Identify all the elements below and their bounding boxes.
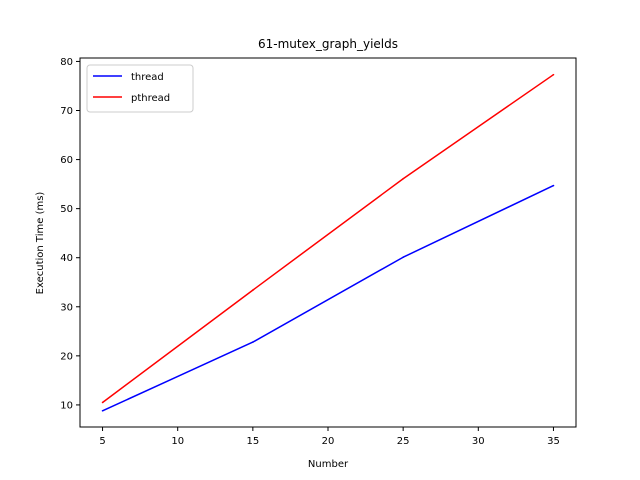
y-tick-label: 20 (60, 351, 73, 362)
x-tick-label: 30 (472, 436, 485, 447)
x-tick-label: 25 (397, 436, 410, 447)
y-tick-label: 40 (60, 253, 73, 264)
y-tick-label: 30 (60, 302, 73, 313)
data-point-pthread (101, 401, 104, 404)
data-point-pthread (252, 289, 254, 291)
data-point-thread (101, 410, 104, 412)
data-point-pthread (402, 177, 404, 180)
y-tick-label: 80 (60, 57, 73, 68)
legend: thread pthread (86, 64, 194, 113)
data-point-thread (252, 341, 254, 343)
data-point-thread (552, 184, 555, 187)
series-line-thread (102, 184, 554, 412)
data-point-pthread (552, 73, 555, 76)
x-tick-label: 20 (322, 436, 335, 447)
y-tick-label: 60 (60, 155, 73, 166)
x-tick-label: 5 (99, 436, 105, 447)
x-axis-label: Number (308, 459, 349, 470)
legend-label-pthread: pthread (131, 93, 170, 104)
y-tick-label: 70 (60, 106, 73, 117)
y-tick-label: 10 (60, 400, 73, 411)
legend-label-thread: thread (131, 72, 164, 83)
y-axis-label: Execution Time (ms) (35, 192, 46, 295)
y-axis-ticks: 10 20 30 40 50 60 70 80 (60, 57, 80, 411)
x-tick-label: 10 (171, 436, 184, 447)
x-axis-ticks: 5 10 15 20 25 30 35 (99, 427, 560, 447)
x-tick-label: 35 (547, 436, 560, 447)
x-tick-label: 15 (246, 436, 259, 447)
y-tick-label: 50 (60, 204, 73, 215)
series-layer (101, 73, 555, 412)
data-point-thread (402, 256, 404, 259)
chart-title: 61-mutex_graph_yields (258, 37, 398, 51)
series-line-pthread (102, 74, 554, 404)
